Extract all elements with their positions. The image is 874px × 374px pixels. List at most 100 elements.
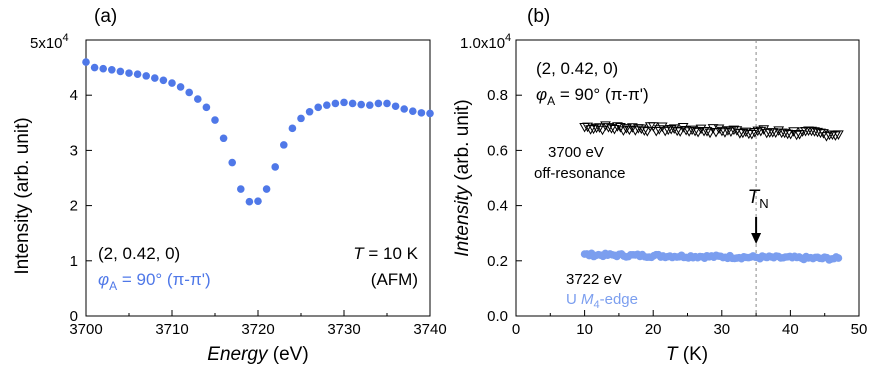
panel-b-ticks: 0 10 20 30 40 50 0.0 0.2 0.4 0.6 0.8: [487, 87, 867, 338]
panel-a-data-point: [151, 74, 159, 82]
panel-b-label: (b): [527, 6, 550, 27]
panel-a-data-point: [400, 105, 409, 113]
panel-a-data-point: [314, 103, 323, 112]
panel-a-x-axis-label: Energy (eV): [207, 344, 308, 365]
panel-a-x-tick-label: 3730: [327, 321, 360, 338]
offresonance-data-point: [606, 124, 617, 134]
panel-b-x-tick-label: 0: [512, 321, 520, 338]
offresonance-data-point: [821, 132, 832, 142]
panel-a-data-point: [245, 197, 254, 206]
offresonance-data-point: [827, 130, 838, 140]
panel-a-y-tick-label: 2: [70, 198, 78, 215]
panel-b-x-axis-label: T (K): [666, 344, 708, 365]
offresonance-data-point: [716, 126, 728, 137]
series-offresonance-label-text: off-resonance: [534, 165, 625, 182]
panel-a-data-point: [159, 76, 168, 85]
panel-a-data-point: [305, 107, 314, 116]
panel-a-data-point: [348, 99, 357, 108]
panel-b-y-tick-label: 0.8: [487, 87, 508, 104]
offresonance-data-point: [680, 126, 692, 136]
panel-a-data-point: [391, 102, 400, 111]
panel-a-x-tick-label: 3720: [241, 321, 274, 338]
panel-a-data-point: [383, 99, 391, 108]
panel-a-data-point: [417, 109, 426, 117]
panel-a-y-tick-label: 0: [70, 308, 78, 325]
panel-a-data-point: [409, 107, 417, 116]
panel-a-data-point: [340, 98, 348, 107]
panel-a: (a) 5x104 3700 3710 3720 3730 3740 0 1 2 3 4 Inte…: [12, 6, 447, 365]
series-offresonance-label-energy: 3700 eV: [548, 144, 604, 161]
panel-b-y-exponent-label: 1.0x104: [460, 32, 511, 52]
series-m4edge-label-text: U M4-edge: [566, 291, 638, 311]
panel-a-data-point: [90, 63, 99, 72]
offresonance-data-point: [689, 126, 701, 137]
panel-a-annotation-afm: (AFM): [371, 270, 418, 289]
panel-a-data-point: [116, 67, 125, 76]
offresonance-data-point: [627, 123, 638, 133]
tn-label: TN: [748, 187, 769, 211]
panel-a-y-axis-label: Intensity (arb. unit): [12, 117, 33, 274]
panel-b-y-tick-label: 0.2: [487, 253, 508, 270]
panel-a-data-point: [271, 163, 280, 171]
panel-a-data-point: [82, 58, 90, 66]
panel-a-data-point: [168, 79, 176, 87]
panel-b-y-tick-label: 0.6: [487, 142, 508, 159]
panel-a-x-tick-label: 3740: [413, 321, 446, 338]
panel-a-data-point: [176, 83, 185, 91]
offresonance-data-point: [662, 125, 674, 136]
offresonance-data-point: [800, 126, 811, 137]
panel-a-data-point: [366, 101, 374, 109]
panel-a-data-point: [194, 95, 202, 103]
offresonance-data-point: [638, 126, 650, 136]
offresonance-data-point: [588, 124, 599, 135]
panel-a-data-point: [142, 72, 150, 80]
panel-a-annotation-hkl: (2, 0.42, 0): [98, 244, 180, 263]
panel-a-data-point: [219, 134, 228, 143]
panel-a-annotation-phi: φA = 90° (π-π'): [98, 270, 211, 293]
offresonance-data-point: [671, 126, 683, 137]
offresonance-data-point: [809, 127, 820, 137]
offresonance-data-point: [641, 127, 653, 137]
tn-arrow-head: [751, 233, 762, 244]
offresonance-data-point: [791, 130, 802, 141]
panel-a-data-point: [374, 99, 383, 108]
offresonance-data-point: [833, 130, 844, 140]
panel-a-y-exponent-label: 5x104: [30, 32, 69, 52]
panel-b-data: [579, 121, 844, 264]
panel-a-annotation-temperature: T = 10 K: [353, 244, 418, 263]
panel-b-x-tick-label: 50: [851, 321, 868, 338]
panel-a-ticks: 3700 3710 3720 3730 3740 0 1 2 3 4: [69, 87, 446, 338]
panel-a-data-point: [125, 69, 133, 77]
offresonance-data-point: [704, 128, 716, 139]
panel-b-annotation-phi: φA = 90° (π-π'): [536, 85, 649, 108]
panel-a-data-point: [323, 101, 331, 109]
tn-arrow: [751, 217, 762, 244]
panel-a-data-point: [237, 185, 245, 193]
panel-a-data-point: [297, 114, 305, 123]
panel-a-data-point: [280, 141, 288, 149]
panel-b-x-tick-label: 20: [645, 321, 662, 338]
panel-a-y-tick-label: 3: [70, 142, 78, 159]
panel-a-y-tick-label: 4: [70, 87, 78, 104]
offresonance-data-point: [674, 127, 686, 137]
m4edge-data-point: [834, 254, 843, 262]
panel-a-data: [82, 58, 434, 206]
panel-b: (b) 1.0x104 0 10 20 30 40 50 0.0 0.2 0.4 0.6 0.8 I…: [452, 6, 867, 365]
panel-b-x-tick-label: 30: [713, 321, 730, 338]
offresonance-data-point: [585, 125, 596, 135]
panel-a-data-point: [426, 109, 434, 118]
panel-a-data-point: [202, 103, 211, 112]
offresonance-data-point: [737, 128, 749, 139]
panel-b-x-tick-label: 10: [576, 321, 593, 338]
panel-b-y-tick-label: 0.4: [487, 198, 508, 215]
offresonance-data-point: [779, 128, 791, 139]
panel-b-annotation-hkl: (2, 0.42, 0): [536, 59, 618, 78]
panel-a-data-point: [108, 66, 116, 74]
offresonance-data-point: [597, 125, 608, 136]
panel-a-data-point: [133, 70, 142, 79]
panel-a-data-point: [99, 64, 107, 73]
panel-a-data-point: [185, 88, 193, 97]
panel-a-data-point: [228, 158, 236, 167]
offresonance-data-point: [701, 127, 713, 137]
panel-a-label: (a): [94, 6, 117, 27]
